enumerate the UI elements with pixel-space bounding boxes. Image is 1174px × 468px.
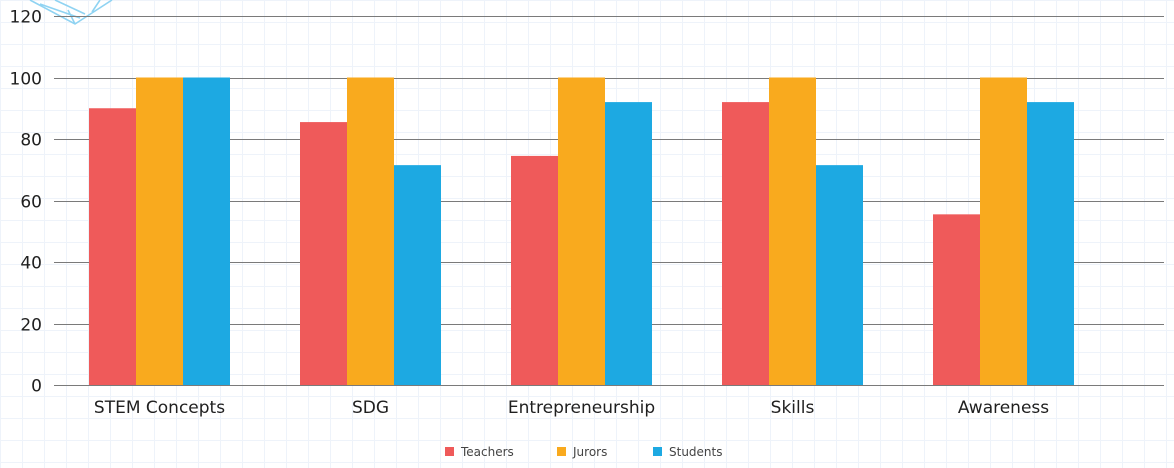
legend-label: Students	[669, 445, 723, 459]
bar-teachers-skills	[722, 102, 769, 385]
y-axis-ticks: 0 20 40 60 80 100 120	[10, 8, 42, 397]
bar-teachers-sdg	[300, 122, 347, 386]
bar-jurors-sdg	[347, 77, 394, 385]
legend-item-teachers: Teachers	[445, 445, 514, 459]
legend-label: Jurors	[572, 445, 607, 459]
bar-students-skills	[816, 165, 863, 385]
x-category-label: Awareness	[958, 398, 1049, 418]
bars	[89, 77, 1074, 386]
bar-teachers-entrepreneurship	[511, 155, 558, 385]
bar-jurors-entrepreneurship	[558, 77, 605, 385]
x-category-label: Skills	[771, 398, 815, 418]
legend-swatch	[653, 447, 662, 456]
decorative-cube-outline	[29, 0, 113, 25]
y-tick-label: 0	[31, 377, 42, 397]
legend-swatch	[445, 447, 454, 456]
bar-students-sdg	[394, 165, 441, 385]
y-tick-label: 60	[20, 193, 42, 213]
y-tick-label: 100	[10, 70, 42, 90]
y-tick-label: 20	[20, 316, 42, 336]
bar-students-stem-concepts	[183, 77, 230, 385]
y-tick-label: 40	[20, 254, 42, 274]
x-category-label: STEM Concepts	[94, 398, 225, 418]
bar-jurors-stem-concepts	[136, 77, 183, 385]
bar-students-entrepreneurship	[605, 102, 652, 385]
legend-swatch	[557, 447, 566, 456]
x-category-label: Entrepreneurship	[508, 398, 655, 418]
y-tick-label: 120	[10, 8, 42, 28]
bar-teachers-stem-concepts	[89, 108, 136, 385]
bar-jurors-awareness	[980, 77, 1027, 385]
x-axis-categories: STEM Concepts SDG Entrepreneurship Skills Aw…	[94, 398, 1049, 418]
y-tick-label: 80	[20, 131, 42, 151]
bar-jurors-skills	[769, 77, 816, 385]
legend: Teachers Jurors Students	[445, 445, 723, 459]
legend-item-students: Students	[653, 445, 723, 459]
bar-teachers-awareness	[933, 214, 980, 385]
x-category-label: SDG	[352, 398, 389, 418]
legend-item-jurors: Jurors	[557, 445, 607, 459]
legend-label: Teachers	[460, 445, 514, 459]
bar-students-awareness	[1027, 102, 1074, 385]
